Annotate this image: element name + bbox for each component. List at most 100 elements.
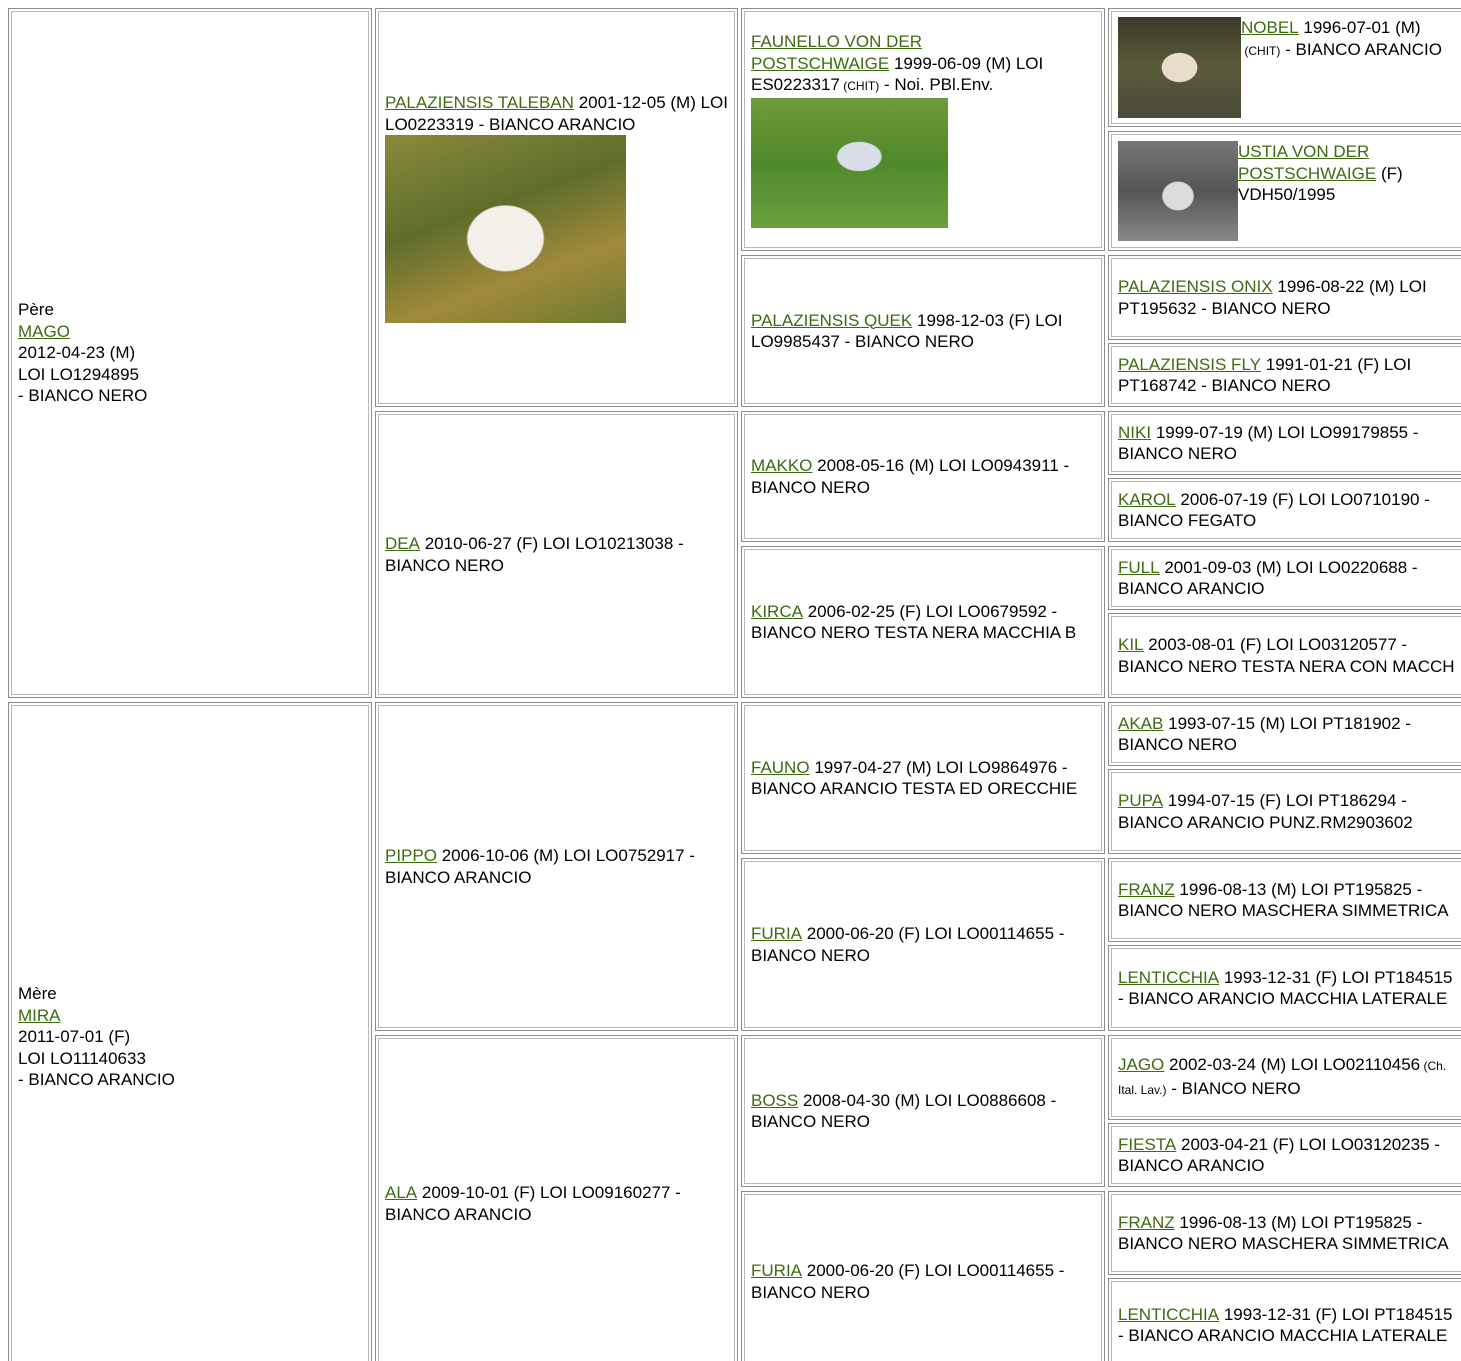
dog-entry: LENTICCHIA 1993-12-31 (F) LOI PT184515 - … [1118, 1304, 1460, 1347]
dog-name-link[interactable]: PALAZIENSIS TALEBAN [385, 93, 574, 112]
dog-entry: FAUNELLO VON DER POSTSCHWAIGE 1999-06-09 … [751, 31, 1095, 228]
dog-text: FURIA 2000-06-20 (F) LOI LO00114655 - BIA… [751, 1260, 1095, 1303]
pedigree-cell: KIRCA 2006-02-25 (F) LOI LO0679592 - BIAN… [741, 546, 1105, 698]
dog-details: 2011-07-01 (F) [18, 1027, 131, 1047]
dog-entry: PALAZIENSIS ONIX 1996-08-22 (M) LOI PT195… [1118, 276, 1460, 319]
dog-details: 2006-02-25 (F) LOI LO0679592 - BIANCO NE… [751, 601, 1077, 643]
dog-name-link[interactable]: KAROL [1118, 489, 1176, 509]
dog-name-link[interactable]: PALAZIENSIS QUEK [751, 310, 913, 330]
pedigree-cell: FAUNO 1997-04-27 (M) LOI LO9864976 - BIAN… [741, 702, 1105, 854]
dog-name-link[interactable]: AKAB [1118, 713, 1164, 733]
dog-name-link[interactable]: DEA [385, 534, 420, 553]
dog-entry: FRANZ 1996-08-13 (M) LOI PT195825 - BIANC… [1118, 879, 1460, 922]
dog-details: - BIANCO NERO [18, 386, 148, 406]
dog-details: LOI LO11140633 [18, 1048, 146, 1068]
dog-name-link[interactable]: MAKKO [751, 456, 813, 475]
dog-text: FULL 2001-09-03 (M) LOI LO0220688 - BIANC… [1118, 557, 1460, 600]
pedigree-cell: PIPPO 2006-10-06 (M) LOI LO0752917 - BIAN… [375, 702, 738, 1031]
dog-entry: KIL 2003-08-01 (F) LOI LO03120577 - BIANC… [1118, 634, 1460, 677]
name-line: MAGO [18, 321, 362, 343]
dog-name-link[interactable]: FURIA [751, 924, 802, 943]
dog-name-link[interactable]: FRANZ [1118, 1212, 1175, 1232]
dog-details: 2003-08-01 (F) LOI LO03120577 - BIANCO N… [1118, 635, 1455, 676]
pedigree-cell: USTIA VON DER POSTSCHWAIGE (F) VDH50/1995 [1108, 131, 1461, 251]
dog-text: AKAB 1993-07-15 (M) LOI PT181902 - BIANCO… [1118, 713, 1460, 756]
dog-entry: Père MAGO 2012-04-23 (M) LOI LO1294895- BIA… [18, 299, 362, 407]
dog-name-link[interactable]: FIESTA [1118, 1134, 1177, 1154]
dog-name-link[interactable]: NOBEL [1241, 18, 1299, 37]
dog-entry: DEA 2010-06-27 (F) LOI LO10213038 - BIANC… [385, 533, 728, 576]
dog-name-link[interactable]: PUPA [1118, 791, 1164, 810]
dog-text: PALAZIENSIS ONIX 1996-08-22 (M) LOI PT195… [1118, 276, 1460, 319]
dog-name-link[interactable]: LENTICCHIA [1118, 1304, 1220, 1324]
dog-details: 2000-06-20 (F) LOI LO00114655 - BIANCO N… [751, 924, 1065, 965]
dog-name-link[interactable]: ALA [385, 1183, 418, 1202]
dog-details: 1996-08-22 (M) LOI PT195632 - BIANCO NER… [1118, 277, 1427, 318]
dog-entry: PALAZIENSIS QUEK 1998-12-03 (F) LOI LO998… [751, 310, 1095, 353]
dog-details: 2008-05-16 (M) LOI LO0943911 - BIANCO NE… [751, 456, 1070, 497]
dog-details: 1996-08-13 (M) LOI PT195825 - BIANCO NER… [1118, 1212, 1449, 1254]
dog-details: 2006-10-06 (M) LOI LO0752917 - BIANCO AR… [385, 846, 695, 887]
dog-name-link[interactable]: FRANZ [1118, 879, 1175, 899]
dog-text: FRANZ 1996-08-13 (M) LOI PT195825 - BIANC… [1118, 1212, 1460, 1255]
dog-details: 1996-07-01 (M) [1303, 18, 1421, 37]
dog-name-link[interactable]: USTIA VON DER POSTSCHWAIGE [1238, 142, 1377, 183]
dog-name-link[interactable]: KIL [1118, 635, 1144, 654]
dog-details: 1999-07-19 (M) LOI LO99179855 - BIANCO N… [1118, 422, 1419, 464]
dog-details: 1994-07-15 (F) LOI PT186294 - BIANCO ARA… [1118, 791, 1413, 832]
pedigree-cell: PALAZIENSIS ONIX 1996-08-22 (M) LOI PT195… [1108, 255, 1461, 340]
dog-details: 2006-07-19 (F) LOI LO0710190 - BIANCO FE… [1118, 489, 1430, 531]
dog-details: 1996-08-13 (M) LOI PT195825 - BIANCO NER… [1118, 879, 1449, 921]
dog-name-link[interactable]: MAGO [18, 321, 70, 341]
dog-name-link[interactable]: JAGO [1118, 1055, 1165, 1074]
dog-entry: PALAZIENSIS FLY 1991-01-21 (F) LOI PT1687… [1118, 354, 1460, 397]
dog-entry: AKAB 1993-07-15 (M) LOI PT181902 - BIANCO… [1118, 713, 1460, 756]
dog-entry: Mère MIRA 2011-07-01 (F) LOI LO11140633- BI… [18, 983, 362, 1091]
dog-entry: KIRCA 2006-02-25 (F) LOI LO0679592 - BIAN… [751, 601, 1095, 644]
dog-photo [751, 97, 948, 228]
dog-details: 2000-06-20 (F) LOI LO00114655 - BIANCO N… [751, 1261, 1065, 1302]
pedigree-cell: KIL 2003-08-01 (F) LOI LO03120577 - BIANC… [1108, 613, 1461, 698]
dog-name-link[interactable]: PALAZIENSIS FLY [1118, 354, 1261, 374]
pedigree-cell: FRANZ 1996-08-13 (M) LOI PT195825 - BIANC… [1108, 1191, 1461, 1275]
pedigree-cell: FULL 2001-09-03 (M) LOI LO0220688 - BIANC… [1108, 546, 1461, 610]
pedigree-cell: FAUNELLO VON DER POSTSCHWAIGE 1999-06-09 … [741, 8, 1105, 251]
dog-text: PIPPO 2006-10-06 (M) LOI LO0752917 - BIAN… [385, 845, 728, 888]
dog-details: 2008-04-30 (M) LOI LO0886608 - BIANCO NE… [751, 1090, 1057, 1132]
dog-details: 1993-07-15 (M) LOI PT181902 - BIANCO NER… [1118, 713, 1411, 755]
dog-name-link[interactable]: FURIA [751, 1261, 802, 1280]
dog-name-link[interactable]: NIKI [1118, 422, 1152, 442]
dog-name-link[interactable]: FULL [1118, 557, 1160, 577]
dog-name-link[interactable]: PIPPO [385, 846, 437, 865]
dog-title: (Ch. Ital. Lav.) [1118, 1059, 1447, 1097]
parent-label: Mère [18, 984, 57, 1004]
dog-details: 1999-06-09 (M) LOI ES0223317 [751, 53, 1044, 95]
parent-label: Père [18, 300, 54, 320]
dog-details: - Noi. PBl.Env. [883, 75, 994, 95]
dog-text: NIKI 1999-07-19 (M) LOI LO99179855 - BIAN… [1118, 422, 1460, 465]
dog-name-link[interactable]: FAUNELLO VON DER POSTSCHWAIGE [751, 32, 922, 73]
dog-entry: NIKI 1999-07-19 (M) LOI LO99179855 - BIAN… [1118, 422, 1460, 465]
dog-details: - BIANCO ARANCIO [18, 1070, 175, 1090]
dog-details: 2012-04-23 (M) [18, 343, 136, 363]
dog-text: KIL 2003-08-01 (F) LOI LO03120577 - BIANC… [1118, 634, 1460, 677]
dog-entry: PIPPO 2006-10-06 (M) LOI LO0752917 - BIAN… [385, 845, 728, 888]
dog-entry: LENTICCHIA 1993-12-31 (F) LOI PT184515 - … [1118, 967, 1460, 1010]
dog-text: FAUNO 1997-04-27 (M) LOI LO9864976 - BIAN… [751, 757, 1095, 800]
dog-name-link[interactable]: FAUNO [751, 757, 810, 777]
dog-name-link[interactable]: PALAZIENSIS ONIX [1118, 277, 1273, 296]
pedigree-cell: NIKI 1999-07-19 (M) LOI LO99179855 - BIAN… [1108, 411, 1461, 475]
dog-text: JAGO 2002-03-24 (M) LOI LO02110456 (Ch. It… [1118, 1054, 1460, 1101]
dog-name-link[interactable]: KIRCA [751, 601, 803, 621]
dog-details: 1993-12-31 (F) LOI PT184515 - BIANCO ARA… [1118, 967, 1453, 1009]
dog-entry: KAROL 2006-07-19 (F) LOI LO0710190 - BIAN… [1118, 489, 1460, 532]
dog-text: FIESTA 2003-04-21 (F) LOI LO03120235 - BI… [1118, 1134, 1460, 1177]
dog-title: (CHIT) [1244, 43, 1281, 58]
dog-name-link[interactable]: LENTICCHIA [1118, 967, 1220, 987]
dog-details: (F) VDH50/1995 [1238, 163, 1403, 205]
dog-entry: PUPA 1994-07-15 (F) LOI PT186294 - BIANCO… [1118, 790, 1460, 833]
dog-name-link[interactable]: BOSS [751, 1090, 799, 1110]
dog-details: 1993-12-31 (F) LOI PT184515 - BIANCO ARA… [1118, 1304, 1453, 1346]
dog-text: LENTICCHIA 1993-12-31 (F) LOI PT184515 - … [1118, 967, 1460, 1010]
dog-name-link[interactable]: MIRA [18, 1005, 61, 1025]
